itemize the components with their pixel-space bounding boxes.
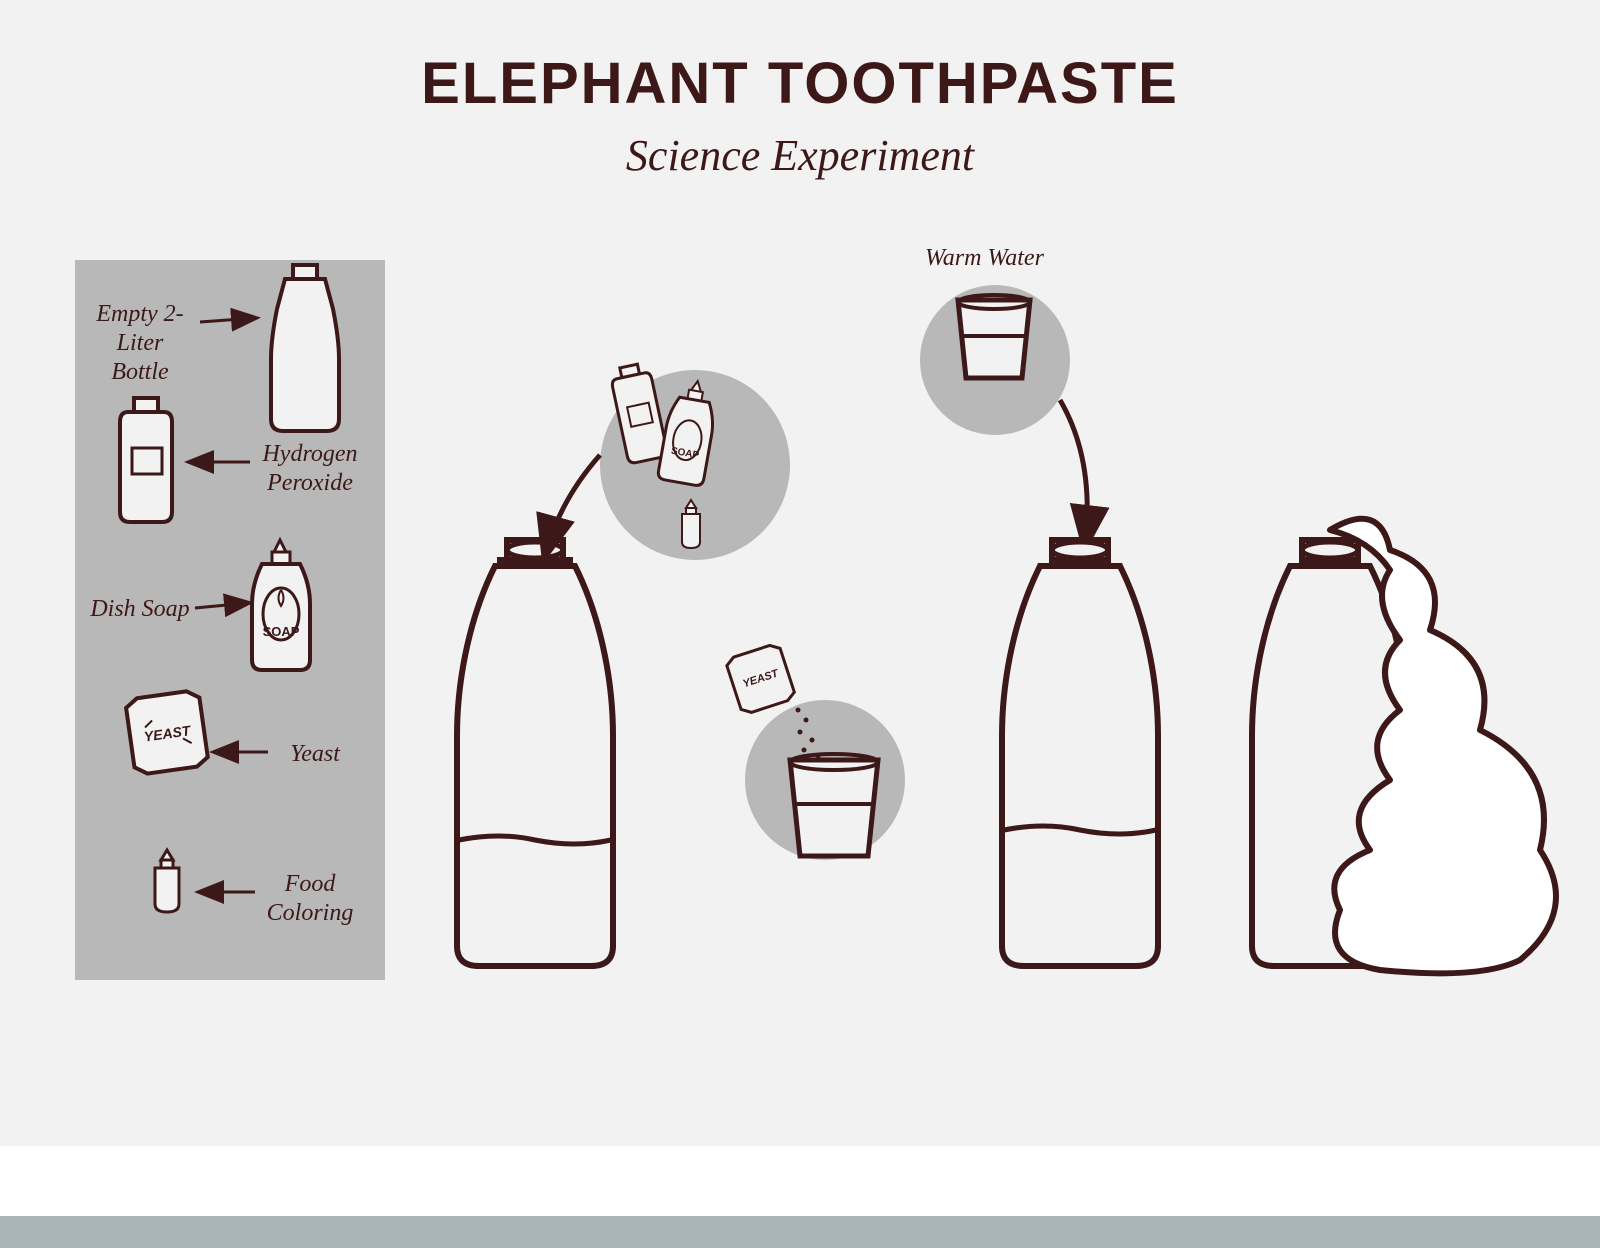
step3-bottle-foam-icon	[1252, 519, 1556, 974]
step1-dropper-icon	[682, 500, 700, 548]
svg-text:SOAP: SOAP	[263, 624, 300, 639]
soap-icon: SOAP	[252, 540, 310, 670]
yeast-cup-icon	[790, 754, 878, 856]
dropper-icon	[155, 850, 179, 912]
step2-bottle-icon	[1002, 540, 1158, 966]
bottle-small-icon	[120, 398, 172, 522]
step1-peroxide-icon	[609, 362, 668, 464]
illustration-svg: SOAP YEAST SOAP	[0, 0, 1600, 1146]
footer-bar	[0, 1216, 1600, 1248]
yeast-icon: YEAST	[125, 690, 209, 776]
step1-bottle-icon	[457, 540, 613, 966]
yeast-pour-icon: YEAST	[725, 643, 796, 715]
warm-water-cup-icon	[958, 295, 1030, 378]
step1-soap-icon: SOAP	[657, 377, 720, 486]
bottle-large-icon	[271, 265, 339, 431]
